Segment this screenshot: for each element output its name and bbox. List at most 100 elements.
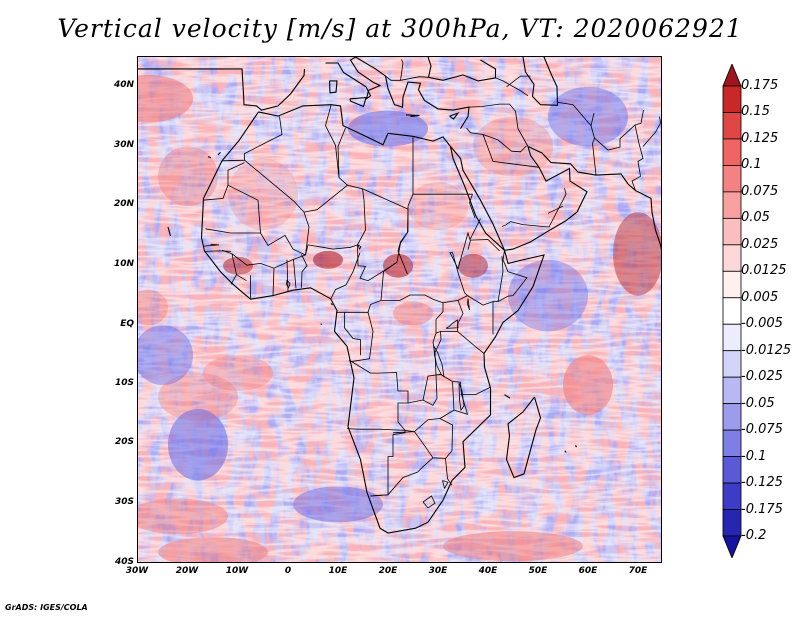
border-segment xyxy=(336,294,468,313)
field-anomaly xyxy=(158,373,238,421)
lat-tick-label: 20S xyxy=(114,437,134,447)
border-segment xyxy=(204,250,232,252)
coastline-segment xyxy=(349,96,367,108)
field-anomaly xyxy=(458,253,488,278)
colorbar-bin xyxy=(722,323,742,352)
border-segment xyxy=(272,268,275,296)
field-anomaly xyxy=(138,74,193,123)
lat-tick-label: 30S xyxy=(114,497,134,507)
border-segment xyxy=(435,302,444,334)
lon-tick-label: 20W xyxy=(175,566,199,576)
field-anomaly xyxy=(228,158,298,230)
colorbar-level-label: 0.175 xyxy=(741,78,779,93)
lon-tick-label: 30E xyxy=(428,566,448,576)
colorbar-level-label: 0.075 xyxy=(741,183,779,199)
colorbar-level-label: 0.025 xyxy=(741,236,779,252)
colorbar-top-arrow xyxy=(722,64,742,87)
lat-tick-label: 10N xyxy=(113,259,134,269)
border-segment xyxy=(380,261,398,301)
border-segment xyxy=(385,75,429,81)
field-anomaly xyxy=(138,498,228,535)
lon-tick-label: 50E xyxy=(528,566,548,576)
colorbar-level-label: -0.025 xyxy=(741,369,783,385)
border-segment xyxy=(400,59,404,81)
field-anomaly xyxy=(563,355,613,415)
border-segment xyxy=(221,116,283,162)
lat-tick-label: 40S xyxy=(114,557,134,567)
border-segment xyxy=(370,457,434,497)
coastline-segment xyxy=(200,104,545,534)
lat-tick-label: 20N xyxy=(113,199,134,209)
border-segment xyxy=(467,250,528,306)
border-segment xyxy=(499,103,529,147)
coastline-segment xyxy=(505,396,542,479)
field-anomaly xyxy=(313,250,343,269)
border-segment xyxy=(325,105,348,186)
colorbar-level-label: 0.1 xyxy=(741,157,762,173)
coastline-segment xyxy=(355,57,470,129)
chart-title: Vertical velocity [m/s] at 300hPa, VT: 2… xyxy=(57,14,743,43)
coastline-segment xyxy=(330,302,333,306)
colorbar-level-label: -0.0125 xyxy=(741,342,792,358)
border-segment xyxy=(449,218,481,296)
field-anomaly xyxy=(383,253,413,278)
colorbar-level-label: 0.15 xyxy=(741,104,770,120)
border-segment xyxy=(330,252,361,299)
border-segment xyxy=(440,331,485,354)
border-segment xyxy=(346,428,406,497)
coastline-segment xyxy=(320,323,323,326)
border-segment xyxy=(344,312,361,356)
border-segment xyxy=(392,431,446,459)
colorbar-bin xyxy=(722,403,742,431)
colorbar-level-label: 0.05 xyxy=(741,210,770,226)
border-segment xyxy=(293,259,297,289)
lon-tick-label: 60E xyxy=(578,566,598,576)
field-anomaly xyxy=(203,355,273,392)
border-segment xyxy=(422,373,441,401)
colorbar-bottom-arrow xyxy=(722,535,742,558)
field-anomaly xyxy=(138,289,168,326)
lake-outline xyxy=(458,382,465,412)
lake-outline xyxy=(445,319,459,329)
border-segment xyxy=(337,127,346,178)
coastline-segment xyxy=(328,80,338,94)
border-segment xyxy=(557,101,592,126)
coastline-segment xyxy=(207,156,212,159)
coastline-segment xyxy=(167,226,172,237)
border-segment xyxy=(442,480,449,490)
coastline-segment xyxy=(564,450,567,453)
field-anomaly xyxy=(158,537,268,562)
field-features xyxy=(138,74,661,562)
border-segment xyxy=(305,244,358,256)
colorbar-bin xyxy=(722,112,742,140)
lon-tick-label: 70E xyxy=(628,566,648,576)
coastline-segment xyxy=(449,111,460,120)
border-segment xyxy=(501,221,511,227)
colorbar-level-label: -0.175 xyxy=(741,501,783,517)
lake-outline xyxy=(286,279,291,289)
border-segment xyxy=(301,254,308,288)
colorbar-bin xyxy=(722,191,742,219)
colorbar-level-label: -0.125 xyxy=(741,475,783,491)
border-segment xyxy=(460,387,491,395)
credit-label: GrADS: IGES/COLA xyxy=(5,603,88,612)
border-segment xyxy=(231,211,310,269)
lon-tick-label: 0 xyxy=(284,566,292,576)
lon-tick-label: 20E xyxy=(378,566,398,576)
colorbar-bin xyxy=(722,244,742,272)
border-segment xyxy=(642,116,661,147)
colorbar-bin xyxy=(722,429,742,457)
field-anomaly xyxy=(473,116,553,177)
border-segment xyxy=(482,134,540,168)
border-segment xyxy=(547,205,564,214)
border-segment xyxy=(260,232,306,256)
border-segment xyxy=(467,239,500,252)
field-anomaly xyxy=(443,531,583,562)
border-segment xyxy=(349,312,374,363)
border-segment xyxy=(422,495,436,509)
lake-outline xyxy=(467,298,470,311)
coastline-segment xyxy=(575,445,577,448)
border-segment xyxy=(497,256,504,302)
colorbar-level-label: -0.05 xyxy=(741,395,775,411)
colorbar-level-label: -0.2 xyxy=(741,528,767,543)
